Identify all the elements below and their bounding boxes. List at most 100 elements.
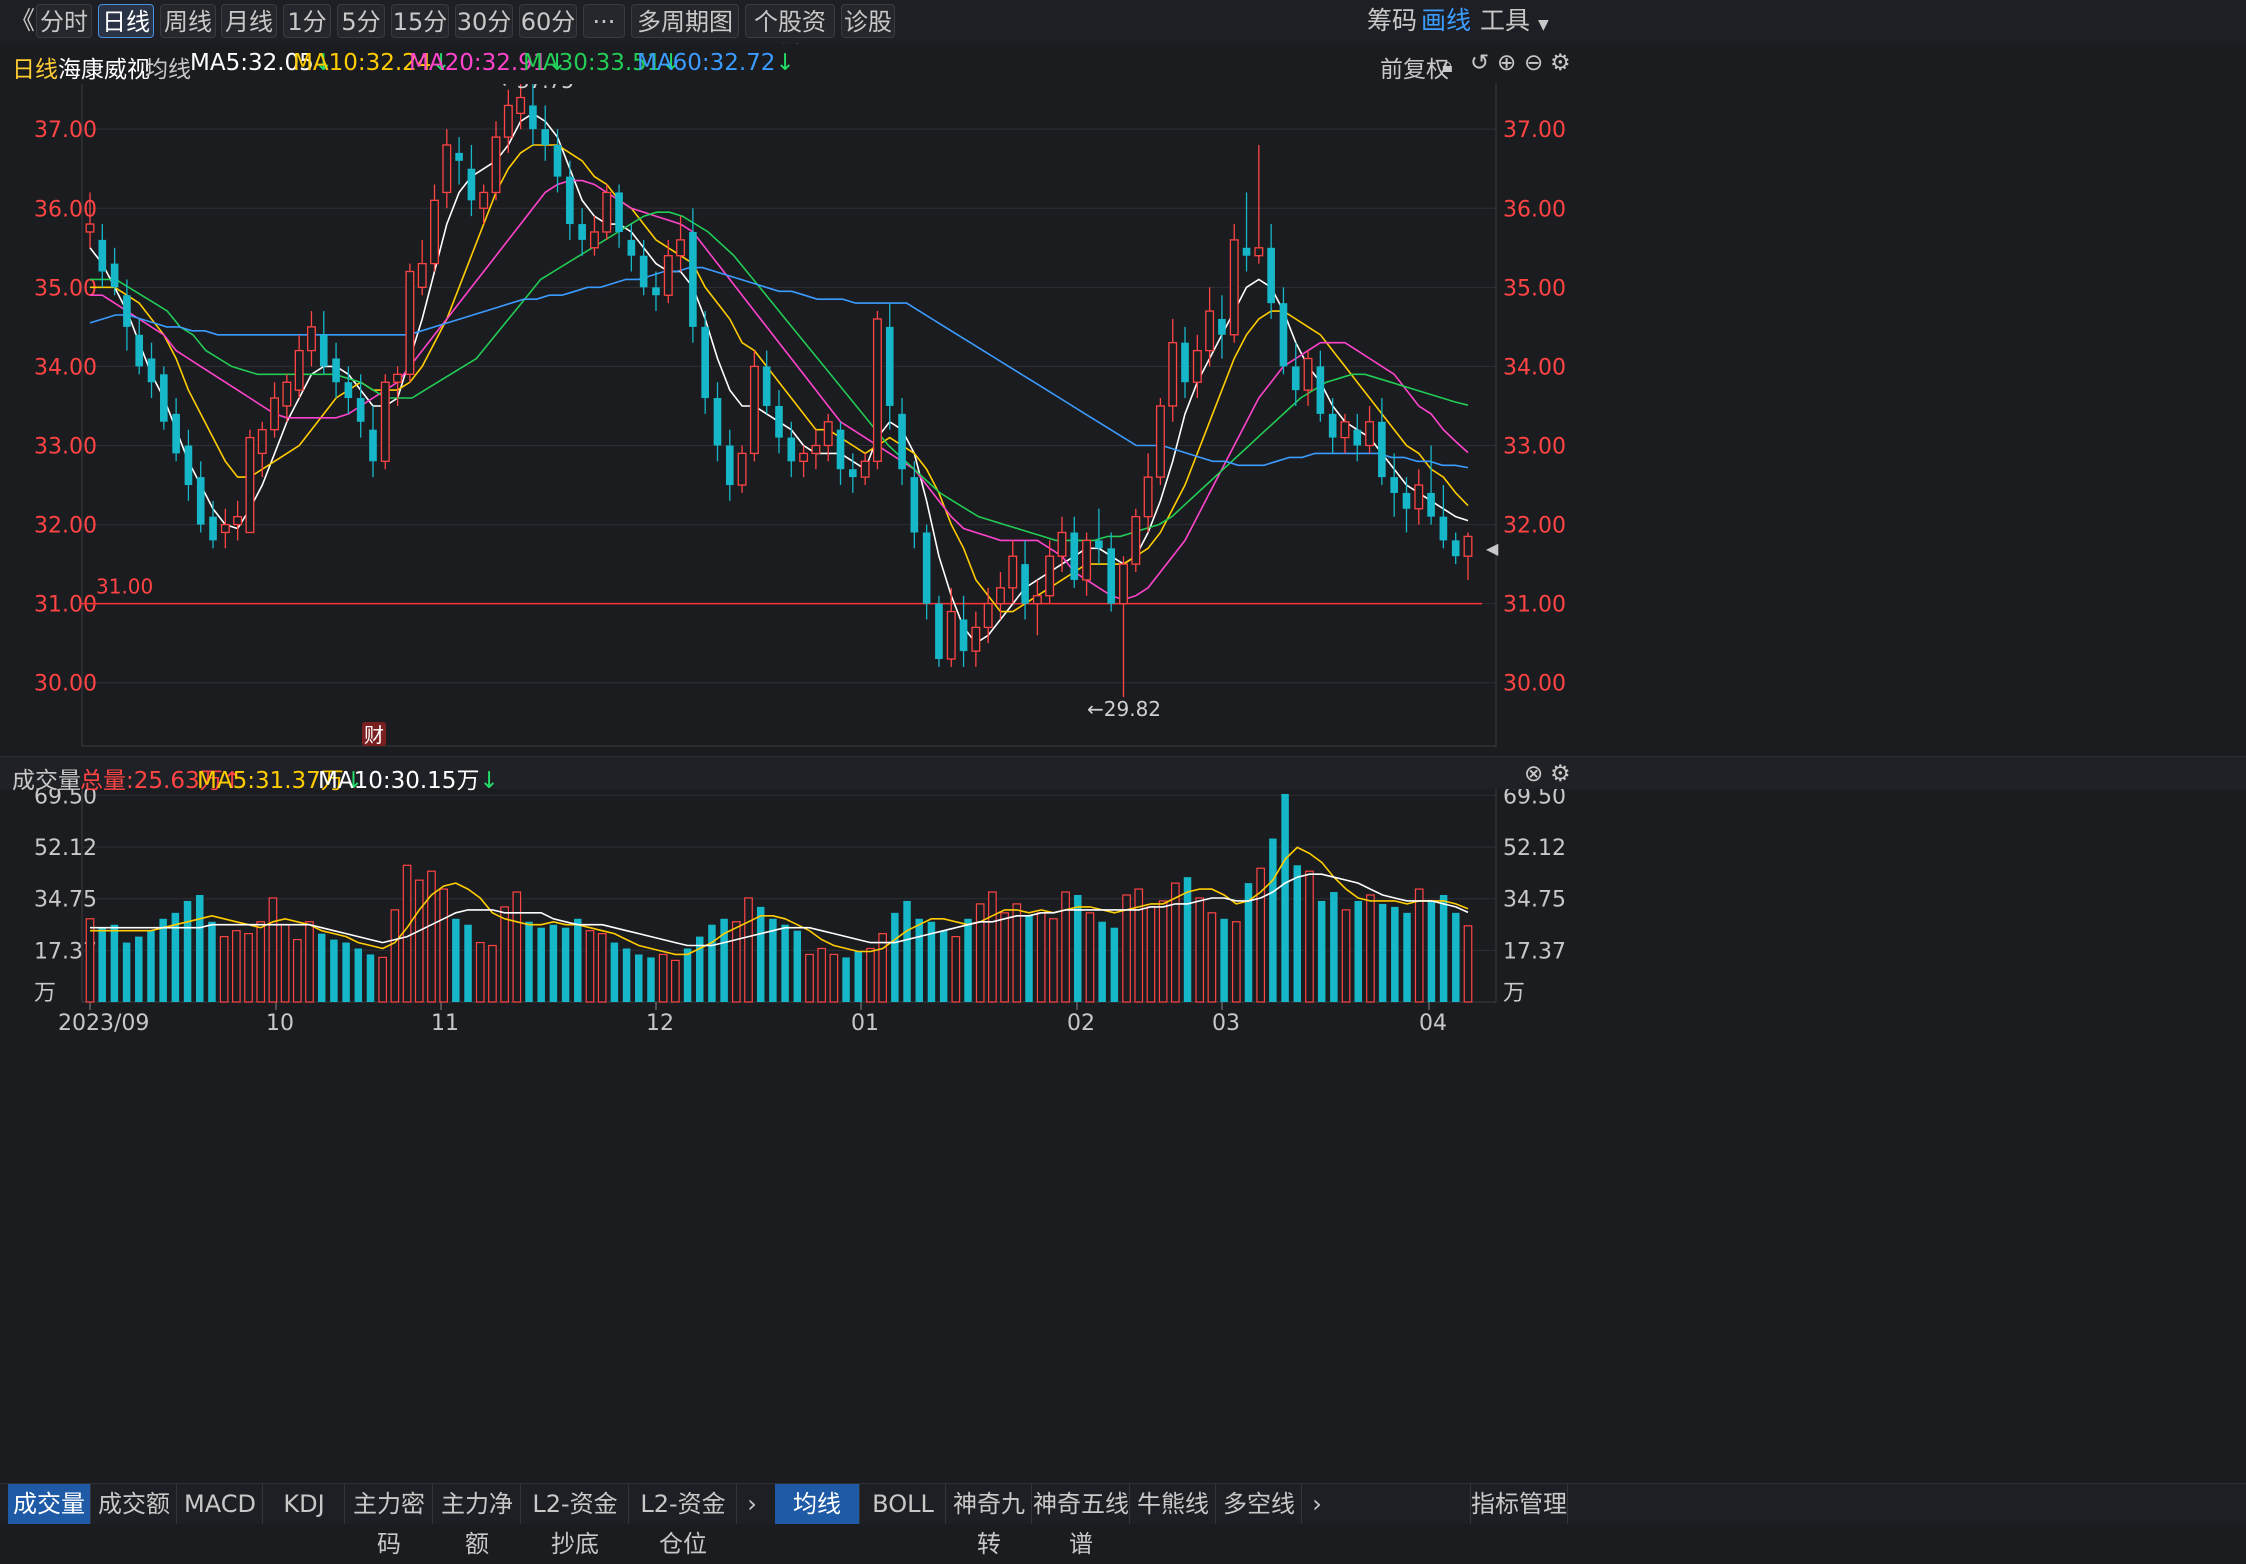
candle-body-down [1328,413,1337,438]
tab-macd[interactable]: MACD [178,1484,263,1524]
multi-period-dropdown[interactable]: 多周期图 ⌄ [631,4,739,68]
tab-main-net[interactable]: 主力净额 [434,1484,521,1558]
volume-ma5: MA5:31.37万↓ [197,768,364,794]
volume-label[interactable]: 成交量 [12,768,81,794]
tab-long-short[interactable]: 多空线 [1217,1484,1302,1524]
date-tick-label: 03 [1212,1011,1240,1036]
indicator-manage-button[interactable]: 指标管理 [1470,1484,1568,1524]
volume-bar-down [915,918,923,1002]
volume-bar-down [683,948,692,1002]
candle-body-down [1439,516,1448,541]
tab-kdj[interactable]: KDJ [264,1484,345,1524]
volume-bar-down [561,927,570,1002]
volume-bar-up [585,930,595,1003]
tab-magic-nine[interactable]: 神奇九转 [947,1484,1032,1558]
date-axis: 2023/09 10 11 12 01 02 03 04 [58,1002,1447,1036]
ma5-value: MA5:32.05↓ [190,50,334,76]
tab-period-fenshi[interactable]: 分时 [36,4,92,38]
tab-ma[interactable]: 均线 [775,1484,860,1524]
candle-body-down [922,532,931,604]
volume-bar-up [1085,912,1095,1003]
volume-bar-down [964,918,972,1002]
candle-body-down [689,231,697,327]
tab-l2-position[interactable]: L2-资金仓位 [630,1484,737,1558]
chips-button[interactable]: 筹码 [1367,6,1418,35]
volume-bar-down [891,912,899,1002]
chevron-right-icon[interactable]: › [747,1490,757,1518]
candle-body-up [663,255,673,296]
close-volume-icon[interactable]: ⊗ [1524,761,1544,787]
candle-body-down [898,413,906,470]
volume-bar-down [781,924,789,1002]
undo-icon[interactable]: ↺ [1470,50,1490,76]
settings-gear-icon[interactable]: ⚙ [1550,50,1571,76]
price-level-line[interactable]: 31.00 [82,575,1482,605]
finance-badge[interactable]: 财 [364,723,384,747]
tab-period-30min[interactable]: 30分 [455,4,513,38]
lock-icon[interactable]: 🔒︎ [1442,53,1453,77]
price-tick-left: 31.00 [34,593,97,618]
tab-magic-five[interactable]: 神奇五线谱 [1033,1484,1130,1558]
candle-body-up [282,381,292,407]
candle-body-up [1057,531,1067,557]
ma-line-ma20 [90,179,1469,601]
candle-body-down [935,603,943,660]
tab-bull-bear[interactable]: 牛熊线 [1131,1484,1216,1524]
candle-body-up [1168,342,1178,407]
tab-period-monthly[interactable]: 月线 [221,4,277,38]
candle-body-down [1107,548,1116,604]
volume-bar-up [1463,925,1473,1003]
volume-bar-up [1207,912,1217,1003]
zoom-out-icon[interactable]: ⊖ [1524,50,1544,76]
adjust-mode[interactable]: 前复权 [1380,57,1449,83]
candle-body-up [971,626,981,652]
volume-bar-up [1012,903,1022,1003]
more-periods-button[interactable]: ··· [583,4,625,38]
volume-bar-up [951,936,961,1003]
volume-settings-gear-icon[interactable]: ⚙ [1550,761,1571,787]
volume-bar-up [670,959,680,1003]
tab-period-weekly[interactable]: 周线 [160,4,216,38]
ma-line-ma10 [90,144,1469,613]
volume-bar-down [1439,895,1448,1002]
volume-bar-up [280,924,290,1003]
tab-turnover[interactable]: 成交额 [92,1484,177,1524]
tab-l2-bottom-fishing[interactable]: L2-资金抄底 [522,1484,629,1558]
tab-period-60min[interactable]: 60分 [519,4,577,38]
tab-period-5min[interactable]: 5分 [337,4,385,38]
tab-boll[interactable]: BOLL [861,1484,946,1524]
volume-bar-up [1366,894,1375,1003]
date-tick-label: 04 [1419,1011,1447,1036]
volume-bar-up [256,921,266,1003]
candle-body-down [1291,366,1300,391]
candle-body-up [737,452,747,486]
stock-profile-button[interactable]: 个股资料 [745,4,835,70]
kline-chart[interactable]: 37.00 37.00 36.00 36.00 35.00 35.00 34.00 34.00… [0,84,2246,1483]
volume-bar-down [854,951,863,1002]
chevron-right-icon-2[interactable]: › [1312,1490,1322,1518]
candle-body-down [160,374,168,422]
tab-period-daily[interactable]: 日线 [98,4,154,38]
caret-down-icon: ▼ [1537,17,1549,33]
ma-indicator-label[interactable]: 均线 [145,57,191,83]
tab-main-code[interactable]: 主力密码 [346,1484,433,1558]
tab-period-15min[interactable]: 15分 [391,4,449,38]
volume-bar-down [1391,906,1399,1002]
volume-bar-down [183,900,192,1002]
tab-period-1min[interactable]: 1分 [283,4,331,38]
tools-menu[interactable]: 工具 ▼ [1480,4,1549,38]
diagnose-button[interactable]: 诊股 [841,4,895,38]
tab-volume[interactable]: 成交量 [8,1484,91,1524]
stock-name[interactable]: 海康威视 [58,57,150,83]
volume-bar-down [1110,927,1119,1002]
volume-bar-down [708,924,716,1002]
zoom-in-icon[interactable]: ⊕ [1497,50,1517,76]
candle-body-up [1082,539,1092,581]
candle-body-up [294,349,304,391]
draw-line-button[interactable]: 画线 [1421,6,1472,35]
volume-total: 总量:25.63万↑ [80,768,242,794]
collapse-icon[interactable]: 《 [10,6,36,35]
candle-body-up [85,223,95,233]
low-price-label: ←29.82 [1087,697,1161,721]
volume-bar-up [744,897,753,1003]
